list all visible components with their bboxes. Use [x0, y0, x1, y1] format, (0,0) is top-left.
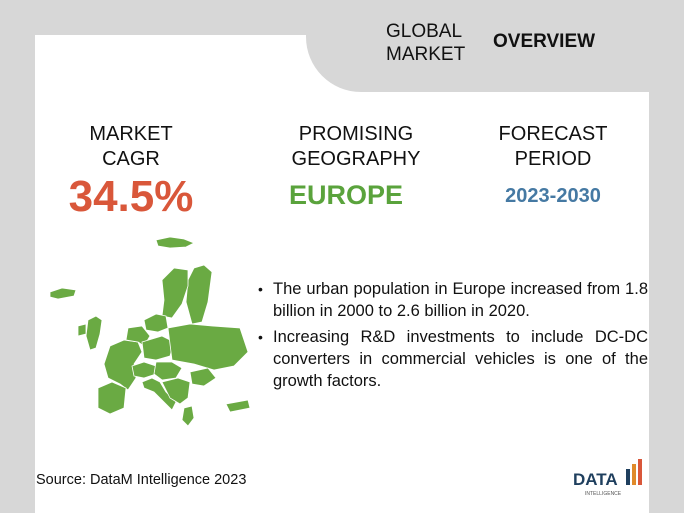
forecast-value: 2023-2030: [505, 185, 601, 207]
content-panel: [35, 35, 649, 513]
geography-label: PROMISING GEOGRAPHY: [291, 123, 421, 170]
list-item: The urban population in Europe increased…: [258, 278, 648, 322]
header-global-market: GLOBAL MARKET: [386, 21, 466, 65]
europe-map-icon: [49, 236, 251, 427]
list-item: Increasing R&D investments to include DC…: [258, 326, 648, 392]
logo-word: DATA: [573, 470, 618, 489]
datam-logo: DATA INTELLIGENCE: [573, 459, 642, 497]
geography-value: EUROPE: [288, 180, 404, 210]
cagr-value: 34.5%: [68, 172, 194, 221]
cagr-label: MARKET CAGR: [89, 123, 173, 170]
forecast-label: FORECAST PERIOD: [498, 123, 608, 170]
header-tab: [306, 0, 684, 92]
fact-list: The urban population in Europe increased…: [258, 278, 648, 396]
logo-tagline: INTELLIGENCE: [585, 491, 622, 497]
source-note: Source: DataM Intelligence 2023: [36, 472, 247, 488]
header-overview: OVERVIEW: [493, 31, 596, 52]
